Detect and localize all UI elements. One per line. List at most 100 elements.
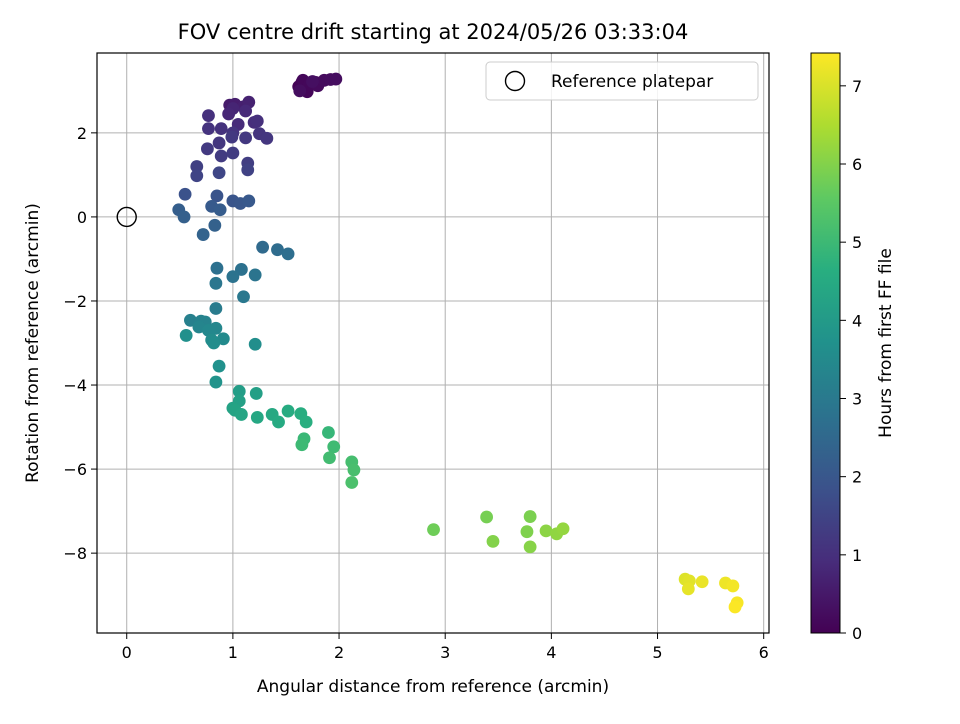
grid: [97, 53, 769, 633]
data-point: [209, 276, 223, 290]
x-axis-label: Angular distance from reference (arcmin): [257, 677, 609, 697]
y-tick-label: 0: [77, 208, 87, 227]
data-point: [539, 524, 553, 538]
data-point: [202, 109, 215, 123]
data-point: [295, 438, 309, 452]
data-point: [213, 203, 227, 217]
scatter-points: [172, 72, 744, 614]
y-tick-label: −6: [63, 460, 87, 479]
data-point: [345, 476, 359, 489]
data-point: [207, 336, 221, 350]
data-point: [190, 160, 204, 173]
data-point: [327, 440, 341, 454]
data-point: [299, 415, 313, 429]
data-point: [726, 579, 740, 593]
legend-label-reference: Reference platepar: [551, 72, 713, 92]
data-point: [272, 415, 285, 429]
data-point: [556, 522, 570, 536]
colorbar-tick-label: 3: [852, 389, 862, 408]
data-point: [347, 463, 361, 477]
y-tick-label: 2: [77, 124, 87, 143]
colorbar-tick-label: 0: [852, 624, 862, 643]
data-point: [179, 329, 193, 342]
y-axis-label: Rotation from reference (arcmin): [23, 203, 43, 483]
data-point: [695, 575, 709, 589]
data-point: [212, 166, 226, 180]
data-point: [202, 323, 215, 337]
data-point: [210, 189, 224, 203]
x-tick-label: 2: [334, 643, 344, 662]
data-point: [728, 600, 742, 614]
data-point: [250, 410, 264, 424]
data-point: [234, 263, 248, 276]
colorbar-ticks: 0 1 2 3 4 5 6 7: [840, 77, 862, 643]
data-point: [486, 534, 500, 548]
data-point: [225, 130, 239, 144]
data-point: [234, 408, 248, 421]
y-tick-label: −2: [63, 292, 87, 311]
x-tick-label: 5: [652, 643, 662, 662]
data-point: [480, 510, 494, 524]
data-point: [216, 332, 230, 346]
data-point: [281, 404, 295, 418]
legend-reference-marker: [504, 70, 526, 92]
data-point: [242, 194, 256, 208]
y-tick-label: −4: [63, 376, 87, 395]
x-tick-label: 0: [122, 643, 132, 662]
data-point: [239, 104, 253, 118]
data-point: [226, 146, 240, 160]
data-point: [293, 84, 307, 98]
data-point: [202, 122, 215, 136]
data-point: [248, 337, 262, 351]
data-point: [241, 163, 255, 177]
data-point: [260, 131, 274, 145]
colorbar-tick-label: 2: [852, 468, 862, 487]
chart-title: FOV centre drift starting at 2024/05/26 …: [178, 20, 689, 44]
colorbar-gradient: [810, 52, 841, 634]
data-point: [250, 114, 264, 128]
data-point: [523, 540, 537, 554]
colorbar-tick-label: 6: [852, 155, 862, 174]
plot-background: [97, 53, 769, 633]
data-point: [190, 169, 204, 183]
data-point: [177, 210, 191, 224]
y-tick-label: −8: [63, 544, 87, 563]
axis-ticks: 0 1 2 3 4 5 6 2 0 −2 −4 −6 −8: [63, 124, 768, 662]
legend-box: [485, 61, 759, 101]
colorbar-tick-label: 5: [852, 233, 862, 252]
data-point: [271, 243, 284, 257]
data-point: [214, 149, 228, 163]
legend: Reference platepar: [485, 61, 759, 101]
data-point: [208, 218, 222, 232]
data-point: [222, 107, 236, 121]
reference-marker: [116, 206, 137, 228]
x-tick-label: 3: [440, 643, 450, 662]
x-tick-label: 6: [759, 643, 769, 662]
colorbar-tick-label: 1: [852, 546, 862, 565]
colorbar-tick-label: 4: [852, 311, 862, 330]
data-point: [256, 240, 270, 254]
plot-frame: [96, 52, 770, 634]
data-point: [329, 72, 343, 86]
data-point: [209, 302, 223, 315]
data-point: [520, 525, 534, 539]
reference-layer: [116, 206, 137, 228]
data-point: [281, 247, 295, 261]
data-point: [248, 268, 262, 282]
data-point: [212, 136, 226, 150]
data-point: [210, 261, 224, 275]
data-point: [322, 426, 335, 439]
colorbar-tick-label: 7: [852, 77, 862, 96]
data-point: [209, 375, 223, 389]
data-point: [523, 510, 537, 523]
x-tick-label: 4: [546, 643, 556, 662]
x-tick-label: 1: [228, 643, 238, 662]
data-point: [226, 270, 240, 283]
data-point: [232, 384, 246, 398]
data-point: [323, 451, 336, 465]
data-point: [214, 122, 228, 136]
data-point: [201, 142, 214, 156]
data-point: [237, 290, 250, 304]
data-point: [249, 387, 263, 400]
